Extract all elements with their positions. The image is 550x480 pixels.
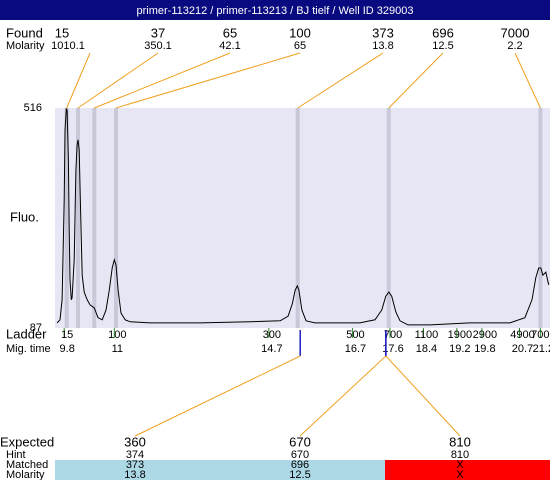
molarity: 13.8	[124, 469, 145, 480]
peak-link	[388, 52, 444, 109]
found-molarity: 12.5	[432, 40, 453, 52]
found-molarity-label: Molarity	[6, 40, 45, 52]
peak-band	[75, 108, 80, 328]
peak-link	[115, 52, 301, 109]
expected-link	[385, 355, 461, 437]
mig-time: 16.7	[345, 343, 366, 355]
peak-band	[113, 108, 118, 328]
found-molarity: 2.2	[507, 40, 522, 52]
found-molarity: 1010.1	[51, 40, 85, 52]
molarity: X	[456, 469, 464, 480]
hint: 810	[451, 449, 469, 461]
hint: 374	[126, 449, 144, 461]
trace	[56, 107, 550, 326]
peak-band	[92, 108, 97, 328]
ladder-size: 100	[108, 329, 126, 341]
peak-link	[77, 52, 159, 109]
found-label: Found	[6, 25, 43, 40]
peak-band	[295, 108, 300, 328]
peak-band	[64, 108, 69, 328]
ladder-size: 4900	[510, 329, 534, 341]
matched: 696	[291, 459, 309, 471]
mig-time: 17.6	[382, 343, 403, 355]
y-tick-label: 516	[24, 102, 42, 114]
molarity: 12.5	[289, 469, 310, 480]
expected-link	[299, 355, 387, 437]
peak-band	[538, 108, 543, 328]
molarity-label: Molarity	[6, 469, 45, 480]
matched-label: Matched	[6, 459, 48, 471]
mig-time: 20.7	[512, 343, 533, 355]
mig-time: 19.8	[474, 343, 495, 355]
mig-time: 18.4	[416, 343, 437, 355]
ladder-label: Ladder	[6, 326, 47, 341]
ladder-size: 500	[346, 329, 364, 341]
found-size: 15	[55, 25, 69, 40]
ladder-size: 7000	[531, 329, 550, 341]
hint-label: Hint	[6, 449, 26, 461]
mig-time: 19.2	[449, 343, 470, 355]
ladder-size: 15	[61, 329, 73, 341]
expected-link	[134, 355, 301, 437]
title-bar	[0, 0, 550, 20]
matched: 373	[126, 459, 144, 471]
found-size: 696	[432, 25, 454, 40]
found-size: 65	[223, 25, 237, 40]
match-band	[55, 460, 385, 480]
match-band	[385, 460, 550, 480]
peak-link	[94, 52, 231, 109]
ladder-size: 1100	[415, 329, 439, 341]
plot-area	[55, 108, 550, 328]
found-molarity: 42.1	[219, 40, 240, 52]
mig-time: 11	[112, 343, 123, 355]
found-size: 37	[151, 25, 165, 40]
mig-time: 21.2	[533, 343, 550, 355]
expected-size: 670	[289, 434, 311, 449]
found-molarity: 65	[294, 40, 306, 52]
ladder-size: 700	[384, 329, 402, 341]
mig-time: 14.7	[261, 343, 282, 355]
mig-time-label: Mig. time	[6, 343, 51, 355]
mig-time: 9.8	[60, 343, 75, 355]
y-tick-label: 87	[30, 322, 42, 334]
title: primer-113212 / primer-113213 / BJ tielf…	[137, 5, 414, 17]
expected-label: Expected	[0, 434, 54, 449]
expected-size: 360	[124, 434, 146, 449]
expected-size: 810	[449, 434, 471, 449]
ladder-size: 300	[263, 329, 281, 341]
y-axis-label: Fluo.	[10, 209, 39, 224]
found-molarity: 13.8	[372, 40, 393, 52]
found-size: 7000	[501, 25, 530, 40]
peak-band	[386, 108, 391, 328]
peak-link	[514, 52, 541, 109]
found-size: 373	[372, 25, 394, 40]
found-size: 100	[289, 25, 311, 40]
peak-link	[297, 52, 384, 109]
hint: 670	[291, 449, 309, 461]
ladder-size: 2900	[473, 329, 497, 341]
peak-link	[66, 52, 91, 109]
matched: X	[456, 459, 464, 471]
found-molarity: 350.1	[144, 40, 172, 52]
ladder-size: 1900	[448, 329, 472, 341]
